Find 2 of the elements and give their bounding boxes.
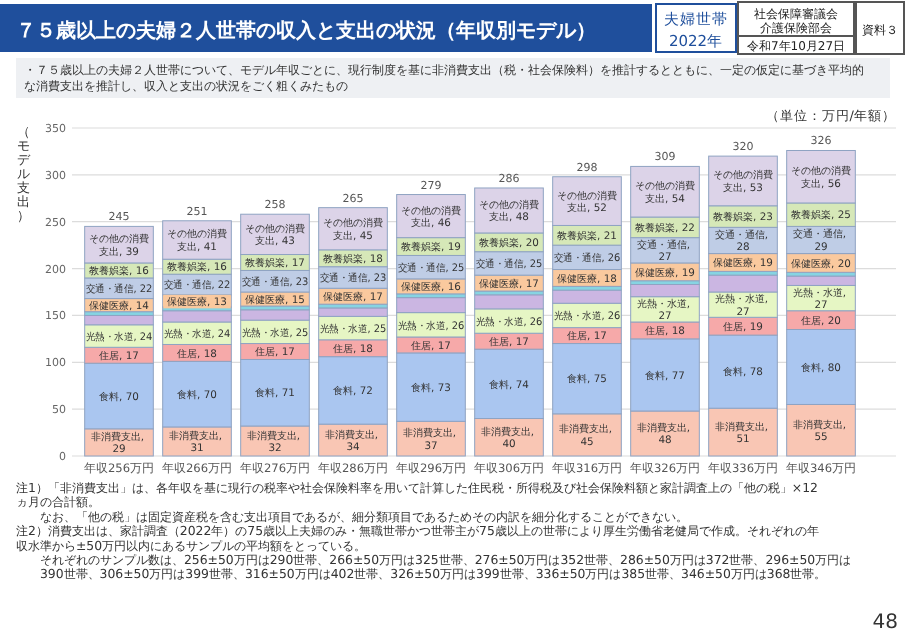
text: 48: [872, 612, 898, 634]
chart-title: ７５歳以上の夫婦２人世帯の収入と支出の状況（年収別モデル）: [16, 19, 596, 43]
